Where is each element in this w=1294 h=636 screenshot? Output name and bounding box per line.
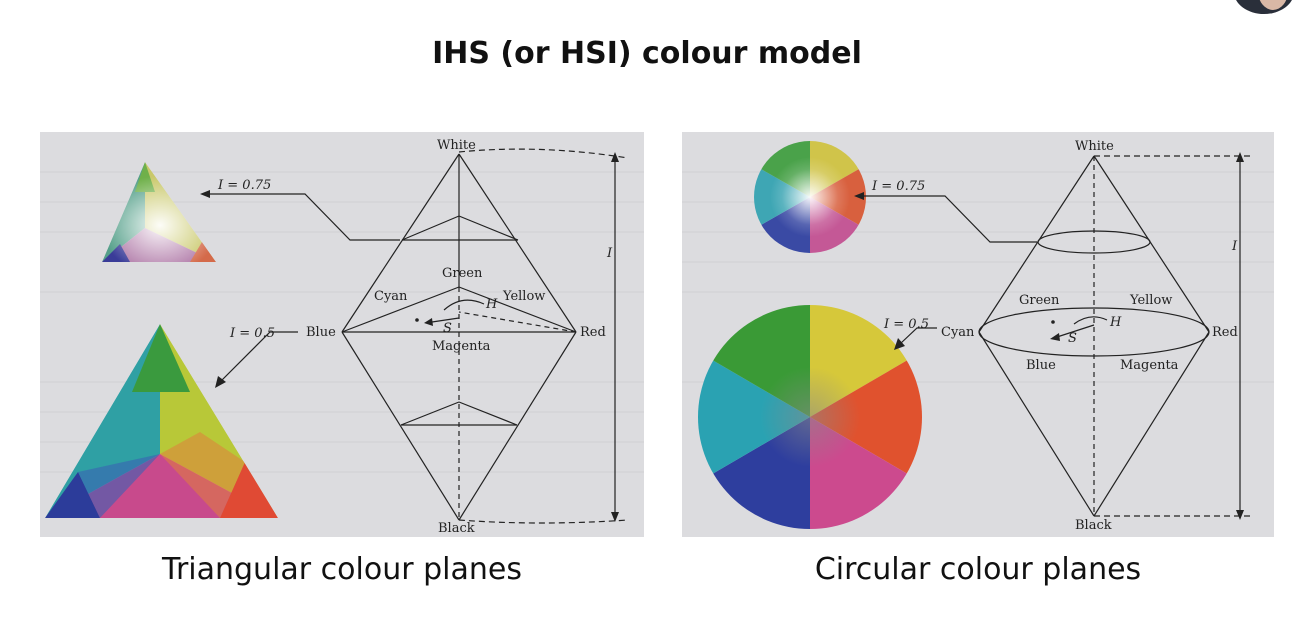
label-hue: H <box>485 297 498 312</box>
label-yellow: Yellow <box>1129 293 1172 308</box>
caption-triangular: Triangular colour planes <box>162 552 522 587</box>
caption-circular: Circular colour planes <box>814 552 1142 587</box>
label-cyan: Cyan <box>941 325 975 340</box>
label-yellow: Yellow <box>502 289 545 304</box>
large-colour-triangle <box>45 324 278 518</box>
arrow-heads <box>200 152 619 522</box>
label-i-075: I = 0.75 <box>871 179 925 194</box>
label-white: White <box>437 138 476 153</box>
slide-title: IHS (or HSI) colour model <box>432 36 862 71</box>
presenter-avatar <box>1196 0 1294 14</box>
label-i-05: I = 0.5 <box>229 326 275 341</box>
label-red: Red <box>1212 325 1238 340</box>
hsi-double-pyramid <box>210 148 629 524</box>
label-white: White <box>1075 139 1114 154</box>
label-saturation: S <box>443 321 452 336</box>
label-magenta: Magenta <box>1120 358 1179 373</box>
label-cyan: Cyan <box>374 289 408 304</box>
label-black: Black <box>1075 518 1112 533</box>
label-intensity: I <box>1231 239 1238 254</box>
label-green: Green <box>442 266 483 281</box>
label-intensity: I <box>606 246 613 261</box>
label-blue: Blue <box>1026 358 1056 373</box>
triangular-diagram: White Black Green Cyan Yellow Blue Red M… <box>40 138 644 536</box>
hsi-double-cone <box>864 155 1252 517</box>
triangular-figure: White Black Green Cyan Yellow Blue Red M… <box>40 132 644 537</box>
label-red: Red <box>580 325 606 340</box>
circular-figure: White Black Green Yellow Cyan Red Blue M… <box>682 132 1274 537</box>
label-saturation: S <box>1068 331 1077 346</box>
label-hue: H <box>1109 315 1122 330</box>
label-i-05: I = 0.5 <box>883 317 929 332</box>
label-black: Black <box>438 521 475 536</box>
label-blue: Blue <box>306 325 336 340</box>
label-magenta: Magenta <box>432 339 491 354</box>
small-colour-disc <box>754 141 866 253</box>
label-green: Green <box>1019 293 1060 308</box>
circular-diagram: White Black Green Yellow Cyan Red Blue M… <box>682 139 1274 533</box>
arrow-heads <box>854 152 1244 520</box>
small-colour-triangle <box>102 162 216 262</box>
label-i-075: I = 0.75 <box>217 178 271 193</box>
